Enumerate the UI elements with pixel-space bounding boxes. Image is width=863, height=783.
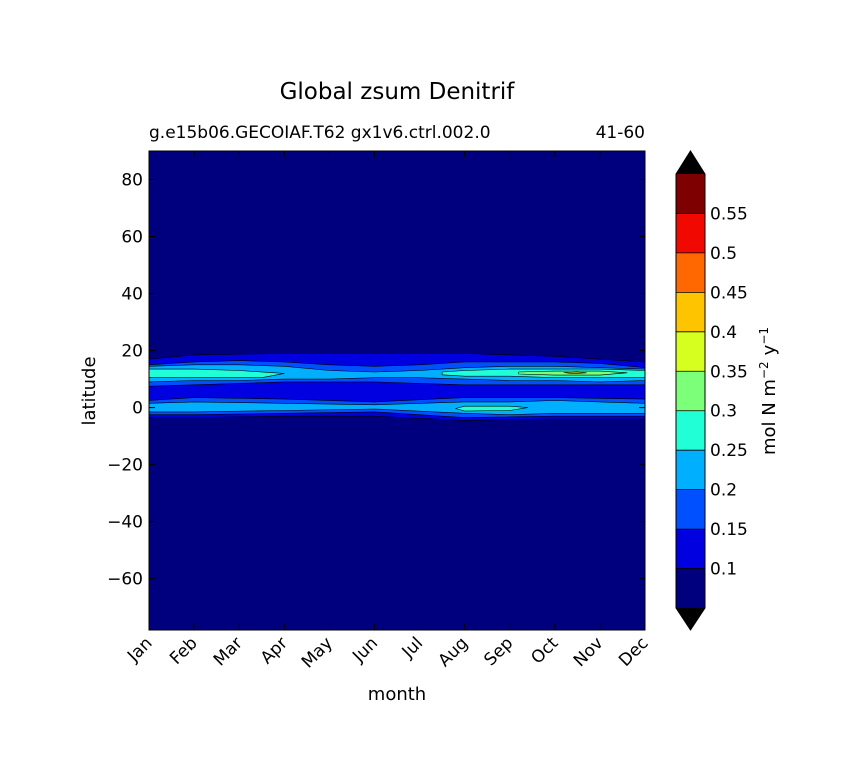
y-axis: 80 60 40 20 0 −20 −40 −60 xyxy=(107,171,645,590)
colorbar-tick-label: 0.4 xyxy=(710,323,737,343)
x-tick-label: Jan xyxy=(123,633,156,666)
colorbar-tick-label: 0.3 xyxy=(710,402,737,422)
contour-band-9 xyxy=(563,371,587,375)
x-tick-label: Jun xyxy=(348,633,382,667)
plot-area xyxy=(148,150,646,631)
y-tick-label: −40 xyxy=(107,513,143,533)
colorbar-segment xyxy=(676,529,705,569)
colorbar-unit-exp2: −1 xyxy=(757,327,771,345)
chart-title: Global zsum Denitrif xyxy=(280,79,516,105)
colorbar-segment xyxy=(676,174,705,214)
colorbar-tick-label: 0.45 xyxy=(710,283,748,303)
colorbar-tick-label: 0.2 xyxy=(710,481,737,501)
y-tick-label: 80 xyxy=(121,171,143,191)
colorbar-tick-label: 0.1 xyxy=(710,560,737,580)
y-tick-label: 0 xyxy=(132,399,143,419)
chart-subtitle-left: g.e15b06.GECOIAF.T62 gx1v6.ctrl.002.0 xyxy=(149,123,491,143)
contour-bands xyxy=(148,353,646,421)
x-tick-label: Dec xyxy=(615,633,652,670)
colorbar-tick-label: 0.25 xyxy=(710,441,748,461)
colorbar-unit-label: mol N m−2 y−1 xyxy=(757,327,780,455)
colorbar-segment xyxy=(676,489,705,530)
colorbar-tick-label: 0.35 xyxy=(710,362,748,382)
y-tick-label: 20 xyxy=(121,342,143,362)
colorbar: 0.1 0.15 0.2 0.25 0.3 0.35 0.4 0.45 0.5 0.55 xyxy=(675,150,748,631)
colorbar-over-triangle xyxy=(676,151,705,174)
colorbar-tick-label: 0.5 xyxy=(710,244,737,264)
y-tick-label: −60 xyxy=(107,570,143,590)
plot-frame xyxy=(148,150,646,631)
colorbar-segment xyxy=(676,450,705,490)
colorbar-segment xyxy=(676,213,705,253)
colorbar-unit-mid: y xyxy=(759,344,780,355)
colorbar-tick-label: 0.15 xyxy=(710,520,748,540)
colorbar-unit-exp1: −2 xyxy=(757,361,771,379)
x-tick-label: Feb xyxy=(166,633,201,668)
x-tick-label: Apr xyxy=(257,633,292,668)
x-tick-label: Oct xyxy=(527,633,562,668)
x-tick-label: Aug xyxy=(435,633,473,671)
colorbar-tick-label: 0.55 xyxy=(710,204,748,224)
y-tick-label: −20 xyxy=(107,456,143,476)
colorbar-outline xyxy=(675,150,706,631)
x-tick-label: Jul xyxy=(398,633,427,662)
y-axis-label: latitude xyxy=(79,356,100,425)
x-tick-label: Nov xyxy=(570,633,608,671)
colorbar-segment xyxy=(676,292,705,332)
x-axis-label: month xyxy=(368,684,426,705)
colorbar-segment xyxy=(676,410,705,451)
colorbar-segment xyxy=(676,331,705,372)
contour-band-5 xyxy=(148,368,285,379)
x-tick-label: Sep xyxy=(480,633,517,670)
colorbar-under-triangle xyxy=(676,608,705,630)
contour-band-7 xyxy=(455,405,529,412)
colorbar-segment xyxy=(676,252,705,293)
colorbar-segment xyxy=(676,568,705,608)
x-tick-label: Mar xyxy=(210,633,247,670)
chart-subtitle-right: 41-60 xyxy=(596,123,645,143)
colorbar-unit-base: mol N m xyxy=(759,379,780,455)
y-tick-label: 60 xyxy=(121,228,143,248)
colorbar-segment xyxy=(676,371,705,411)
x-tick-label: May xyxy=(298,633,337,672)
y-tick-label: 40 xyxy=(121,285,143,305)
